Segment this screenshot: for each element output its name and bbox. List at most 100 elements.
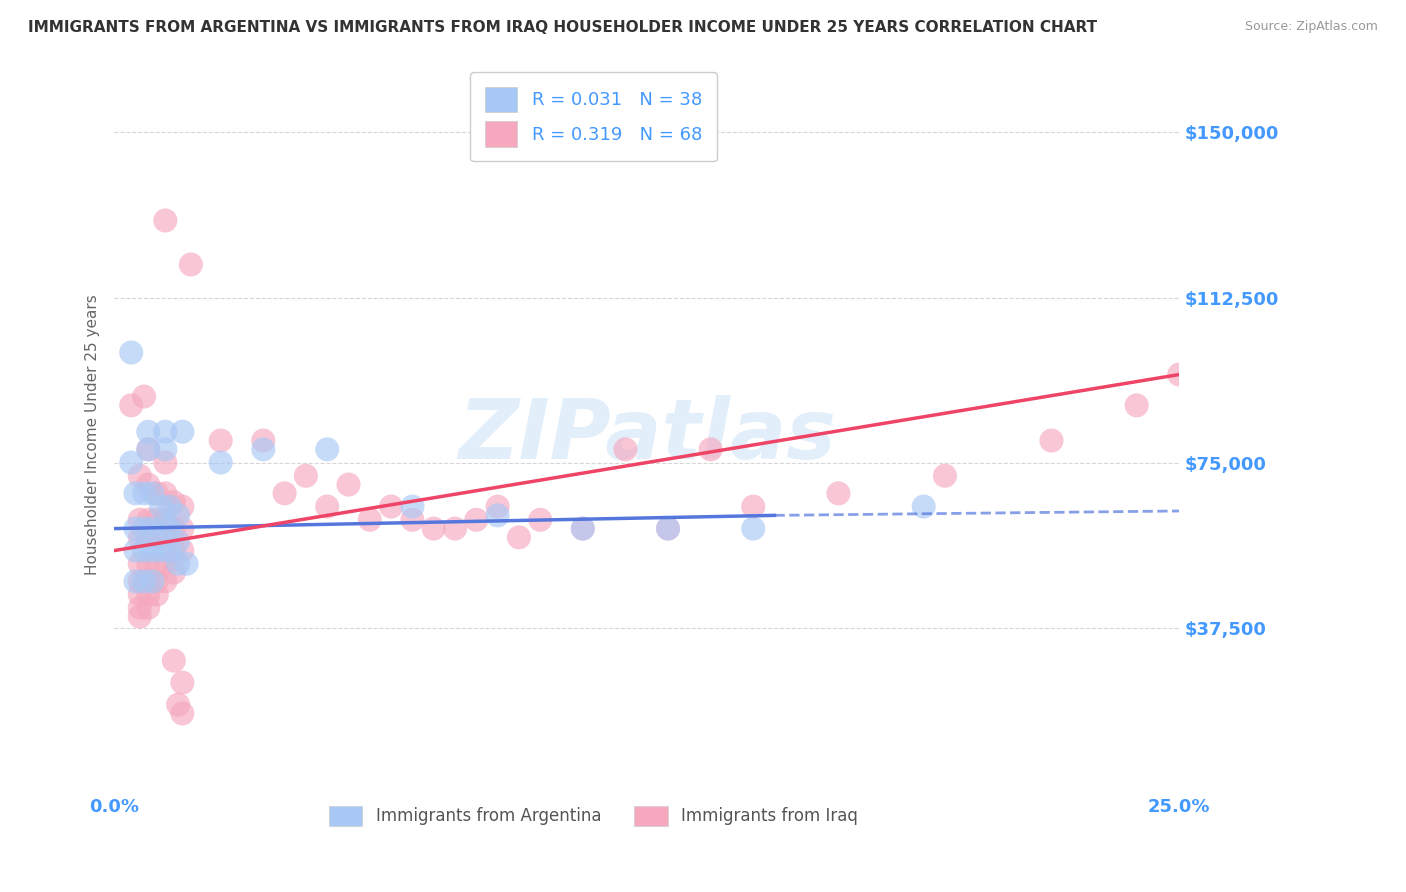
- Point: [124, 486, 146, 500]
- Point: [155, 574, 177, 589]
- Point: [742, 522, 765, 536]
- Point: [422, 522, 444, 536]
- Point: [934, 468, 956, 483]
- Point: [316, 500, 339, 514]
- Point: [128, 557, 150, 571]
- Point: [209, 434, 232, 448]
- Point: [486, 500, 509, 514]
- Point: [141, 574, 163, 589]
- Point: [159, 500, 181, 514]
- Point: [128, 530, 150, 544]
- Point: [155, 442, 177, 457]
- Point: [128, 574, 150, 589]
- Point: [155, 425, 177, 439]
- Point: [128, 588, 150, 602]
- Point: [132, 543, 155, 558]
- Point: [316, 442, 339, 457]
- Point: [337, 477, 360, 491]
- Point: [827, 486, 849, 500]
- Point: [132, 574, 155, 589]
- Point: [172, 500, 194, 514]
- Point: [1125, 398, 1147, 412]
- Text: ZIPatlas: ZIPatlas: [458, 394, 835, 475]
- Point: [136, 530, 159, 544]
- Point: [136, 425, 159, 439]
- Point: [155, 513, 177, 527]
- Point: [155, 213, 177, 227]
- Point: [155, 530, 177, 544]
- Point: [120, 456, 142, 470]
- Point: [124, 543, 146, 558]
- Point: [141, 543, 163, 558]
- Point: [295, 468, 318, 483]
- Point: [132, 522, 155, 536]
- Point: [159, 522, 181, 536]
- Point: [252, 442, 274, 457]
- Point: [163, 522, 186, 536]
- Point: [657, 522, 679, 536]
- Point: [172, 543, 194, 558]
- Point: [136, 588, 159, 602]
- Point: [1168, 368, 1191, 382]
- Point: [401, 500, 423, 514]
- Point: [172, 522, 194, 536]
- Point: [180, 258, 202, 272]
- Point: [120, 345, 142, 359]
- Point: [136, 442, 159, 457]
- Point: [912, 500, 935, 514]
- Point: [657, 522, 679, 536]
- Point: [124, 574, 146, 589]
- Point: [508, 530, 530, 544]
- Legend: Immigrants from Argentina, Immigrants from Iraq: Immigrants from Argentina, Immigrants fr…: [321, 797, 866, 834]
- Point: [167, 534, 190, 549]
- Point: [176, 557, 198, 571]
- Text: IMMIGRANTS FROM ARGENTINA VS IMMIGRANTS FROM IRAQ HOUSEHOLDER INCOME UNDER 25 YE: IMMIGRANTS FROM ARGENTINA VS IMMIGRANTS …: [28, 20, 1097, 35]
- Point: [163, 654, 186, 668]
- Point: [136, 477, 159, 491]
- Point: [159, 543, 181, 558]
- Point: [167, 557, 190, 571]
- Point: [209, 456, 232, 470]
- Point: [128, 468, 150, 483]
- Point: [150, 522, 173, 536]
- Point: [172, 425, 194, 439]
- Point: [132, 486, 155, 500]
- Y-axis label: Householder Income Under 25 years: Householder Income Under 25 years: [86, 294, 100, 575]
- Point: [572, 522, 595, 536]
- Point: [359, 513, 381, 527]
- Point: [146, 588, 169, 602]
- Point: [150, 500, 173, 514]
- Point: [124, 522, 146, 536]
- Point: [146, 530, 169, 544]
- Point: [742, 500, 765, 514]
- Point: [444, 522, 467, 536]
- Text: Source: ZipAtlas.com: Source: ZipAtlas.com: [1244, 20, 1378, 33]
- Point: [699, 442, 721, 457]
- Point: [167, 508, 190, 523]
- Point: [252, 434, 274, 448]
- Point: [529, 513, 551, 527]
- Point: [150, 543, 173, 558]
- Point: [172, 706, 194, 721]
- Point: [273, 486, 295, 500]
- Point: [146, 486, 169, 500]
- Point: [401, 513, 423, 527]
- Point: [155, 557, 177, 571]
- Point: [128, 609, 150, 624]
- Point: [465, 513, 488, 527]
- Point: [155, 486, 177, 500]
- Point: [136, 557, 159, 571]
- Point: [163, 495, 186, 509]
- Point: [572, 522, 595, 536]
- Point: [120, 398, 142, 412]
- Point: [136, 600, 159, 615]
- Point: [172, 675, 194, 690]
- Point: [146, 513, 169, 527]
- Point: [380, 500, 402, 514]
- Point: [141, 486, 163, 500]
- Point: [155, 456, 177, 470]
- Point: [486, 508, 509, 523]
- Point: [163, 543, 186, 558]
- Point: [128, 513, 150, 527]
- Point: [136, 442, 159, 457]
